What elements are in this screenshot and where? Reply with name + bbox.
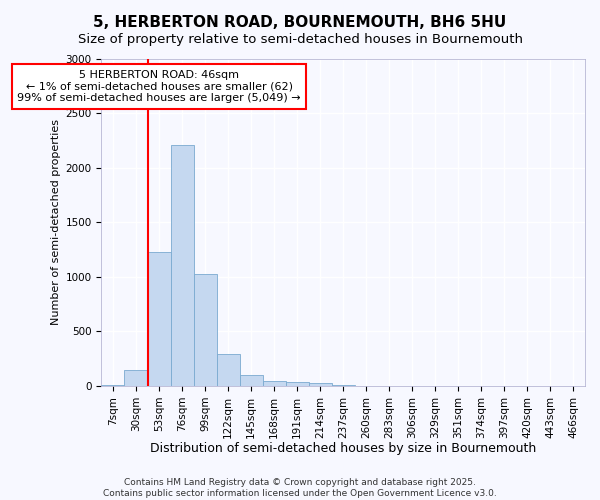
- Bar: [170, 145, 194, 386]
- Bar: [124, 370, 148, 386]
- X-axis label: Distribution of semi-detached houses by size in Bournemouth: Distribution of semi-detached houses by …: [150, 442, 536, 455]
- Text: 5 HERBERTON ROAD: 46sqm
← 1% of semi-detached houses are smaller (62)
99% of sem: 5 HERBERTON ROAD: 46sqm ← 1% of semi-det…: [17, 70, 301, 103]
- Text: 5, HERBERTON ROAD, BOURNEMOUTH, BH6 5HU: 5, HERBERTON ROAD, BOURNEMOUTH, BH6 5HU: [94, 15, 506, 30]
- Y-axis label: Number of semi-detached properties: Number of semi-detached properties: [52, 120, 61, 326]
- Bar: [148, 252, 170, 386]
- Bar: [239, 375, 263, 386]
- Text: Size of property relative to semi-detached houses in Bournemouth: Size of property relative to semi-detach…: [77, 32, 523, 46]
- Bar: [101, 385, 124, 386]
- Bar: [263, 380, 286, 386]
- Bar: [194, 274, 217, 386]
- Text: Contains HM Land Registry data © Crown copyright and database right 2025.
Contai: Contains HM Land Registry data © Crown c…: [103, 478, 497, 498]
- Bar: [217, 354, 239, 386]
- Bar: [286, 382, 308, 386]
- Bar: [308, 384, 332, 386]
